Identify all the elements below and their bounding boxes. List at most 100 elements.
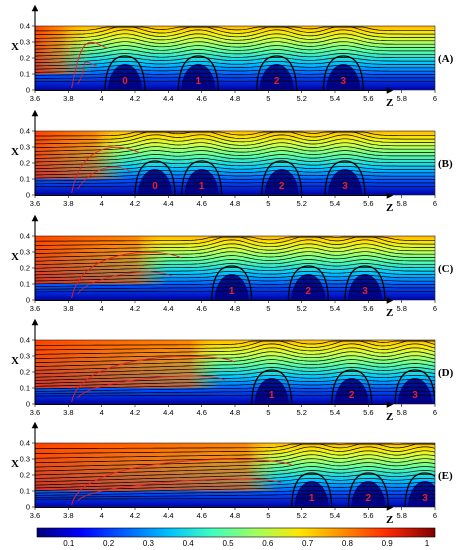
streamline: [35, 394, 435, 397]
z-tick-label: 3.6: [30, 511, 40, 520]
colorbar-tick-label: 0.2: [103, 539, 115, 548]
panel-label: (B): [438, 158, 453, 170]
streamline: [35, 165, 435, 173]
streamline: [35, 236, 435, 246]
bubble-outline: [261, 160, 303, 195]
streamline: [35, 290, 435, 293]
streamline: [35, 247, 435, 258]
streamline: [35, 454, 435, 468]
streamline: [35, 146, 435, 156]
streamline: [35, 286, 435, 290]
hot-zone: [35, 26, 435, 74]
z-axis-label: Z: [386, 202, 393, 214]
z-tick-label: 3.8: [63, 408, 73, 417]
z-tick-label: 6: [433, 511, 437, 520]
streamline: [35, 26, 435, 36]
y-tick-label: 0.2: [20, 54, 30, 63]
z-tick-label: 4.4: [163, 408, 173, 417]
streamline: [35, 489, 435, 496]
y-tick-label: 0.3: [20, 352, 30, 361]
streamline: [35, 251, 435, 262]
z-tick-label: 4: [100, 408, 104, 417]
y-tick-label: 0.4: [20, 232, 30, 241]
z-tick-label: 5.4: [330, 199, 340, 208]
streamline: [35, 181, 435, 185]
z-tick-label: 6: [433, 199, 437, 208]
streamline: [35, 390, 435, 395]
y-tick-label: 0.2: [20, 471, 30, 480]
streamline: [35, 173, 435, 179]
streamline: [35, 239, 435, 250]
trajectory: [71, 41, 107, 89]
colorbar: 0.1 0.2 0.3 0.4 0.5 0.6 0.7 0.8 0.9 1: [36, 527, 436, 548]
z-tick-label: 4.8: [230, 304, 240, 313]
y-tick-label: 0.1: [20, 384, 30, 393]
z-tick-label: 5: [266, 511, 270, 520]
colorbar-tick-label: 1: [425, 539, 430, 548]
region-label: 2: [366, 493, 372, 504]
streamline: [35, 169, 435, 176]
y-tick-label: 0.2: [20, 159, 30, 168]
z-tick-label: 5: [266, 94, 270, 103]
colorbar-gradient: [36, 527, 436, 538]
streamline: [35, 443, 435, 454]
z-tick-label: 4.6: [196, 511, 206, 520]
colorbar-tick-label: 0.6: [262, 539, 274, 548]
color-field: [35, 131, 435, 195]
bubble-outline: [256, 55, 298, 90]
streamline: [35, 131, 435, 137]
streamline: [35, 177, 435, 182]
bubble-outline: [394, 369, 435, 404]
streamline: [35, 347, 435, 359]
bubble-outline: [324, 160, 366, 195]
color-field: [35, 443, 435, 507]
streamline: [35, 340, 435, 351]
color-field: [35, 26, 435, 90]
z-axis-label: Z: [386, 97, 393, 109]
streamline: [35, 131, 435, 141]
streamline: [35, 497, 435, 500]
streamline: [35, 382, 435, 390]
streamline: [35, 378, 435, 387]
colorbar-tick-label: 0.7: [302, 539, 314, 548]
z-tick-label: 4.2: [130, 304, 140, 313]
panel-3: 0 0.1 0.2 0.3 0.4 3.6 3.8 4 4.2 4.4 4.6 4.8 5 5.2 5.4 5…: [11, 214, 454, 319]
region-label: 3: [342, 181, 348, 192]
colorbar-tick-label: 0.4: [183, 539, 195, 548]
y-tick-label: 0: [26, 191, 30, 200]
bubble-outline: [251, 369, 293, 404]
region-label: 1: [196, 76, 202, 87]
region-label: 3: [362, 286, 368, 297]
z-tick-label: 4.8: [230, 408, 240, 417]
bubble-outline: [347, 472, 389, 507]
region-label: 0: [152, 181, 158, 192]
z-tick-label: 5.6: [363, 511, 373, 520]
z-tick-label: 5.6: [363, 304, 373, 313]
streamline: [35, 363, 435, 375]
streamline: [35, 68, 435, 73]
region-label: 1: [269, 390, 275, 401]
z-tick-label: 5.2: [296, 408, 306, 417]
panel-label: (C): [438, 263, 454, 275]
z-tick-label: 4.4: [163, 304, 173, 313]
bubble-outline: [104, 55, 146, 90]
x-axis-label: X: [11, 355, 19, 367]
streamline: [35, 477, 435, 489]
streamline: [35, 282, 435, 288]
bubble-outline: [177, 55, 219, 90]
streamline: [35, 458, 435, 472]
streamline: [35, 355, 435, 367]
z-tick-label: 4.8: [230, 94, 240, 103]
region-label: 1: [199, 181, 205, 192]
streamline: [35, 243, 435, 254]
panel-label: (D): [438, 367, 454, 379]
streamline: [35, 267, 435, 276]
y-tick-label: 0.4: [20, 439, 30, 448]
z-axis-label: Z: [386, 411, 393, 423]
streamline: [35, 80, 435, 82]
bubble-outline: [181, 160, 223, 195]
z-tick-label: 4: [100, 511, 104, 520]
z-tick-label: 4.6: [196, 408, 206, 417]
z-tick-label: 5.8: [396, 304, 406, 313]
z-tick-label: 5.6: [363, 408, 373, 417]
